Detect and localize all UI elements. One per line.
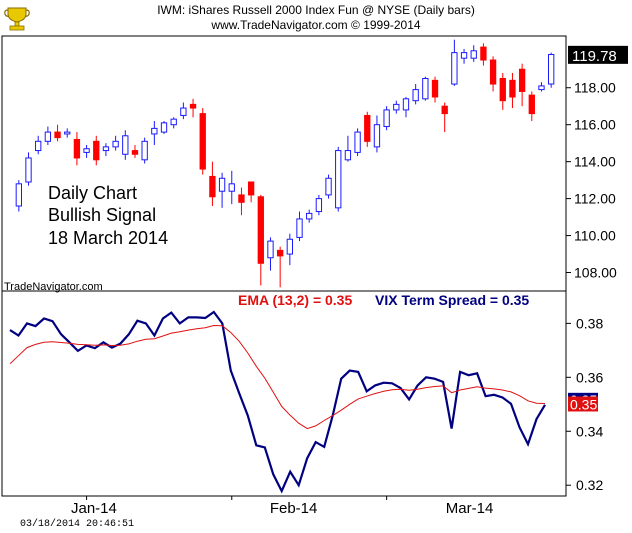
indicator-lines [9,310,546,494]
candle-up [35,140,42,152]
price-y-tick-label: 114.00 [574,154,616,170]
candle-up [102,146,110,152]
candle-up [141,140,148,161]
candle-up [393,103,400,111]
price-y-tick-label: 116.00 [574,117,616,133]
candle-up [296,218,303,238]
indicator-panel-frame [1,290,567,497]
candle-up [151,127,158,135]
candle-up [538,85,545,91]
candle-down [441,105,448,115]
price-y-tick-label: 112.00 [574,191,616,207]
price-y-tick-label: 108.00 [574,265,617,281]
x-tick-label: Feb-14 [270,500,318,517]
candle-up [547,53,555,85]
candle-up [228,183,235,192]
candle-up [112,140,119,148]
candle-up [335,150,342,209]
candle-up [286,238,294,255]
candle-down [189,103,197,109]
indicator-y-tick-label: 0.32 [576,477,603,493]
candle-down [257,196,264,264]
candle-up [170,118,177,126]
candle-up [64,131,71,135]
ema-value-label: 0.35 [570,396,597,412]
candle-down [247,181,255,196]
candle-up [180,107,187,116]
candle-down [518,68,526,92]
candle-up [15,183,23,207]
candle-up [44,131,52,142]
vix-term-spread-line [9,310,546,494]
chart-title: IWM: iShares Russell 2000 Index Fun @ NY… [157,3,475,17]
candle-down [509,79,516,98]
candle-down [364,114,371,142]
last-price-box [568,45,628,64]
annotation-line-2: Bullish Signal [48,205,157,225]
candle-up [315,198,323,213]
candle-up [373,124,381,148]
candle-up [412,89,419,102]
credit-label: TradeNavigator.com [4,281,103,293]
timestamp: 03/18/2014 20:46:51 [20,519,135,530]
candle-down [54,131,61,139]
candle-down [93,140,100,161]
last-price-label: 119.78 [572,48,617,65]
axis-labels: 108.00 110.00 112.00 114.00 116.00 118.00 0.32… [71,45,628,517]
candle-up [470,50,477,59]
indicator-y-tick-label: 0.38 [576,315,603,331]
candle-down [238,194,245,203]
legend-ema: EMA (13,2) = 0.35 [238,292,353,308]
candle-down [131,150,139,155]
candle-up [451,52,458,85]
candle-up [122,135,129,155]
price-y-tick-label: 118.00 [574,80,616,96]
candle-up [344,150,352,161]
chart-frames [1,35,567,497]
candle-up [267,240,274,259]
candle-down [199,113,206,170]
chart-subtitle: www.TradeNavigator.com © 1999-2014 [211,18,421,32]
x-tick-label: Mar-14 [446,500,494,517]
candle-up [460,52,468,59]
candle-up [83,148,90,153]
candle-up [422,78,429,100]
candle-up [402,98,410,111]
candle-up [354,131,361,153]
candle-down [528,94,535,115]
candle-up [25,157,32,183]
candle-up [383,109,390,128]
ema-line [9,324,546,430]
tradenavigator-logo-icon [4,7,30,31]
annotation-line-1: Daily Chart [48,183,138,203]
candle-down [276,249,284,257]
candle-down [209,175,216,198]
candle-down [499,78,506,102]
price-y-tick-label: 110.00 [574,228,616,244]
candle-up [306,212,313,220]
candle-down [73,138,81,159]
ema-value-box [568,396,598,412]
candle-down [480,46,487,61]
candle-up [218,177,226,192]
candle-up [325,177,332,196]
candle-down [489,59,497,85]
indicator-y-tick-label: 0.36 [576,369,603,385]
indicator-y-tick-label: 0.34 [576,423,603,439]
price-candles [15,39,555,288]
price-panel-frame [1,35,567,292]
annotation-line-3: 18 March 2014 [48,228,169,248]
x-tick-label: Jan-14 [71,500,117,517]
candle-up [160,122,168,133]
legend-vix-term-spread: VIX Term Spread = 0.35 [375,292,530,308]
candle-down [431,79,439,98]
